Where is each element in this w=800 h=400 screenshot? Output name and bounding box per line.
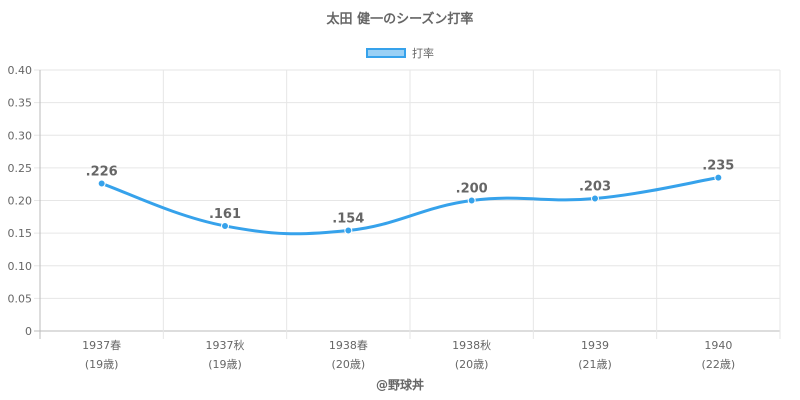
data-point	[221, 221, 229, 230]
y-tick-label: 0.10	[8, 260, 33, 273]
legend-swatch	[366, 48, 406, 58]
x-tick-label: 1939	[581, 339, 609, 352]
data-point	[344, 226, 353, 235]
x-tick-label: 1937春	[82, 339, 121, 352]
x-tick-age-label: (20歳)	[332, 358, 366, 371]
y-tick-label: 0.15	[8, 227, 33, 240]
x-tick-label: 1937秋	[206, 338, 245, 352]
y-tick-label: 0	[25, 325, 32, 338]
chart-title: 太田 健一のシーズン打率	[326, 12, 474, 27]
y-tick-label: 0.05	[8, 292, 33, 305]
data-point	[591, 194, 599, 203]
y-tick-label: 0.35	[8, 97, 33, 110]
data-point	[467, 196, 476, 205]
x-tick-label: 1940	[704, 339, 732, 352]
y-tick-label: 0.25	[8, 162, 33, 175]
series-layer: .226 .161 .154 .200 .203 .235	[86, 159, 734, 236]
legend-label: 打率	[412, 47, 434, 60]
y-tick-label: 0.40	[8, 64, 33, 77]
x-tick-age-label: (21歳)	[578, 358, 612, 371]
x-tick-age-label: (20歳)	[455, 358, 489, 371]
data-point	[97, 179, 106, 188]
data-label: .161	[209, 207, 241, 222]
footer-credit: @野球丼	[375, 378, 424, 392]
x-tick-label: 1938春	[329, 339, 368, 352]
data-label: .235	[702, 159, 734, 174]
chart-legend[interactable]: 打率	[0, 45, 800, 61]
x-tick-age-label: (19歳)	[85, 358, 119, 371]
x-tick-age-label: (19歳)	[208, 358, 242, 371]
grid-layer	[34, 69, 781, 339]
data-point	[714, 173, 723, 182]
x-tick-age-label: (22歳)	[702, 358, 736, 371]
data-label: .200	[456, 182, 488, 197]
data-label: .203	[579, 180, 611, 195]
axis-layer: 0.40 0.35 0.30 0.25 0.20 0.15 0.10 0.05 0 1937春 (1…	[8, 64, 736, 371]
x-tick-label: 1938秋	[452, 338, 491, 352]
data-label: .226	[86, 165, 118, 180]
y-tick-label: 0.20	[8, 195, 33, 208]
series-line	[101, 176, 719, 236]
data-label: .154	[332, 212, 364, 227]
y-tick-label: 0.30	[8, 129, 33, 142]
